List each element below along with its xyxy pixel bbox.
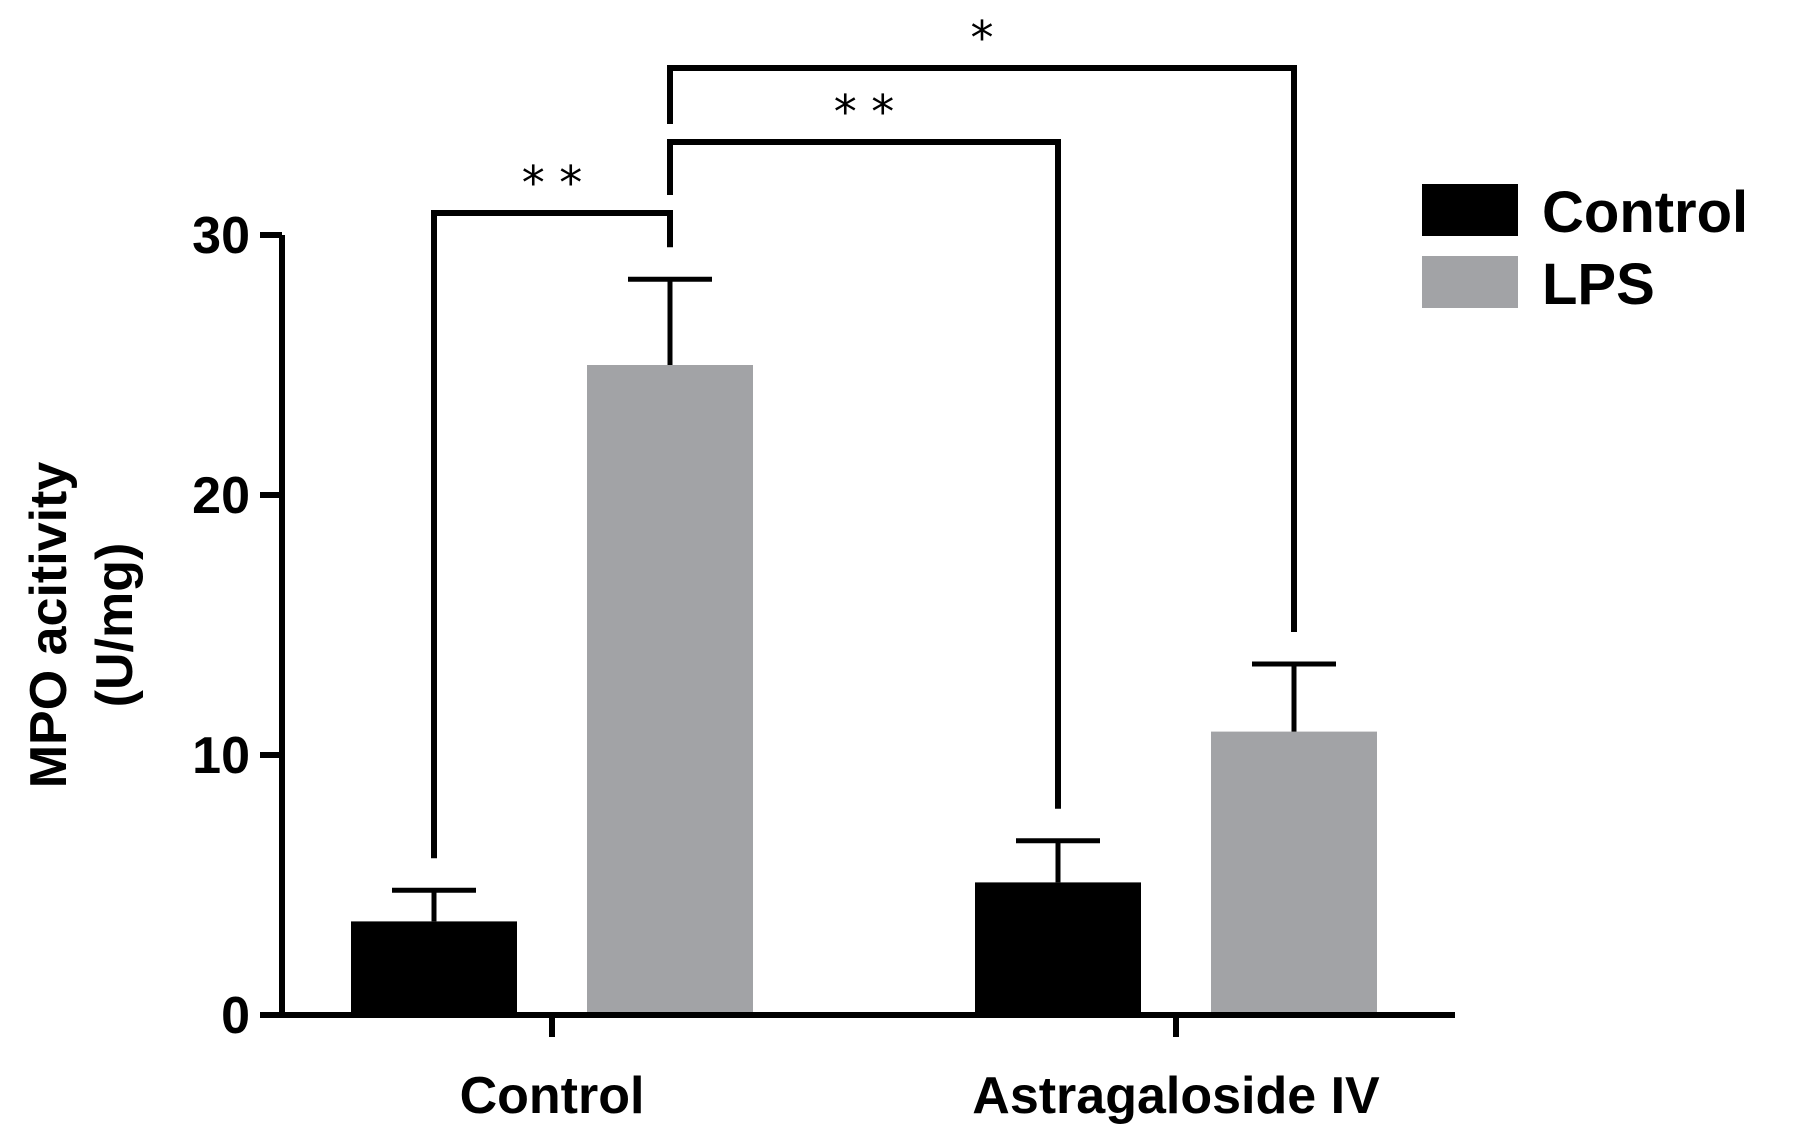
legend: Control LPS xyxy=(1422,180,1748,317)
significance-bracket xyxy=(667,139,1061,809)
y-tick-label: 20 xyxy=(192,467,250,525)
y-ticks-layer: 0 10 20 30 xyxy=(192,207,282,1045)
significance-label: * xyxy=(971,11,994,65)
bar-lps xyxy=(1211,731,1377,1015)
x-categories-layer: Control Astragaloside IV xyxy=(460,1015,1380,1125)
error-bar xyxy=(1252,661,1336,732)
error-bars-layer xyxy=(392,276,1336,922)
significance-bracket xyxy=(431,210,673,859)
significance-brackets: * * * * * xyxy=(431,11,1297,859)
bar-control xyxy=(351,921,517,1015)
x-category-label: Control xyxy=(460,1067,645,1125)
significance-label: * * xyxy=(522,156,583,210)
y-tick-label: 30 xyxy=(192,207,250,265)
legend-label: LPS xyxy=(1542,252,1655,317)
x-category-label: Astragaloside IV xyxy=(972,1067,1380,1125)
significance-label: * * xyxy=(834,85,895,139)
error-bar xyxy=(392,887,476,922)
bars-layer xyxy=(351,365,1377,1015)
error-bar xyxy=(1016,838,1100,883)
legend-swatch-lps xyxy=(1422,256,1518,308)
y-axis-label-line-2: (U/mg) xyxy=(86,543,144,708)
legend-swatch-control xyxy=(1422,184,1518,236)
y-tick-label: 0 xyxy=(221,987,250,1045)
legend-label: Control xyxy=(1542,180,1748,245)
bar-lps xyxy=(587,365,753,1015)
y-axis-label-line-1: MPO acitivity xyxy=(20,462,78,789)
axes-layer xyxy=(279,235,1455,1018)
significance-bracket xyxy=(667,65,1297,632)
y-tick-label: 10 xyxy=(192,727,250,785)
bar-control xyxy=(975,882,1141,1015)
error-bar xyxy=(628,276,712,365)
